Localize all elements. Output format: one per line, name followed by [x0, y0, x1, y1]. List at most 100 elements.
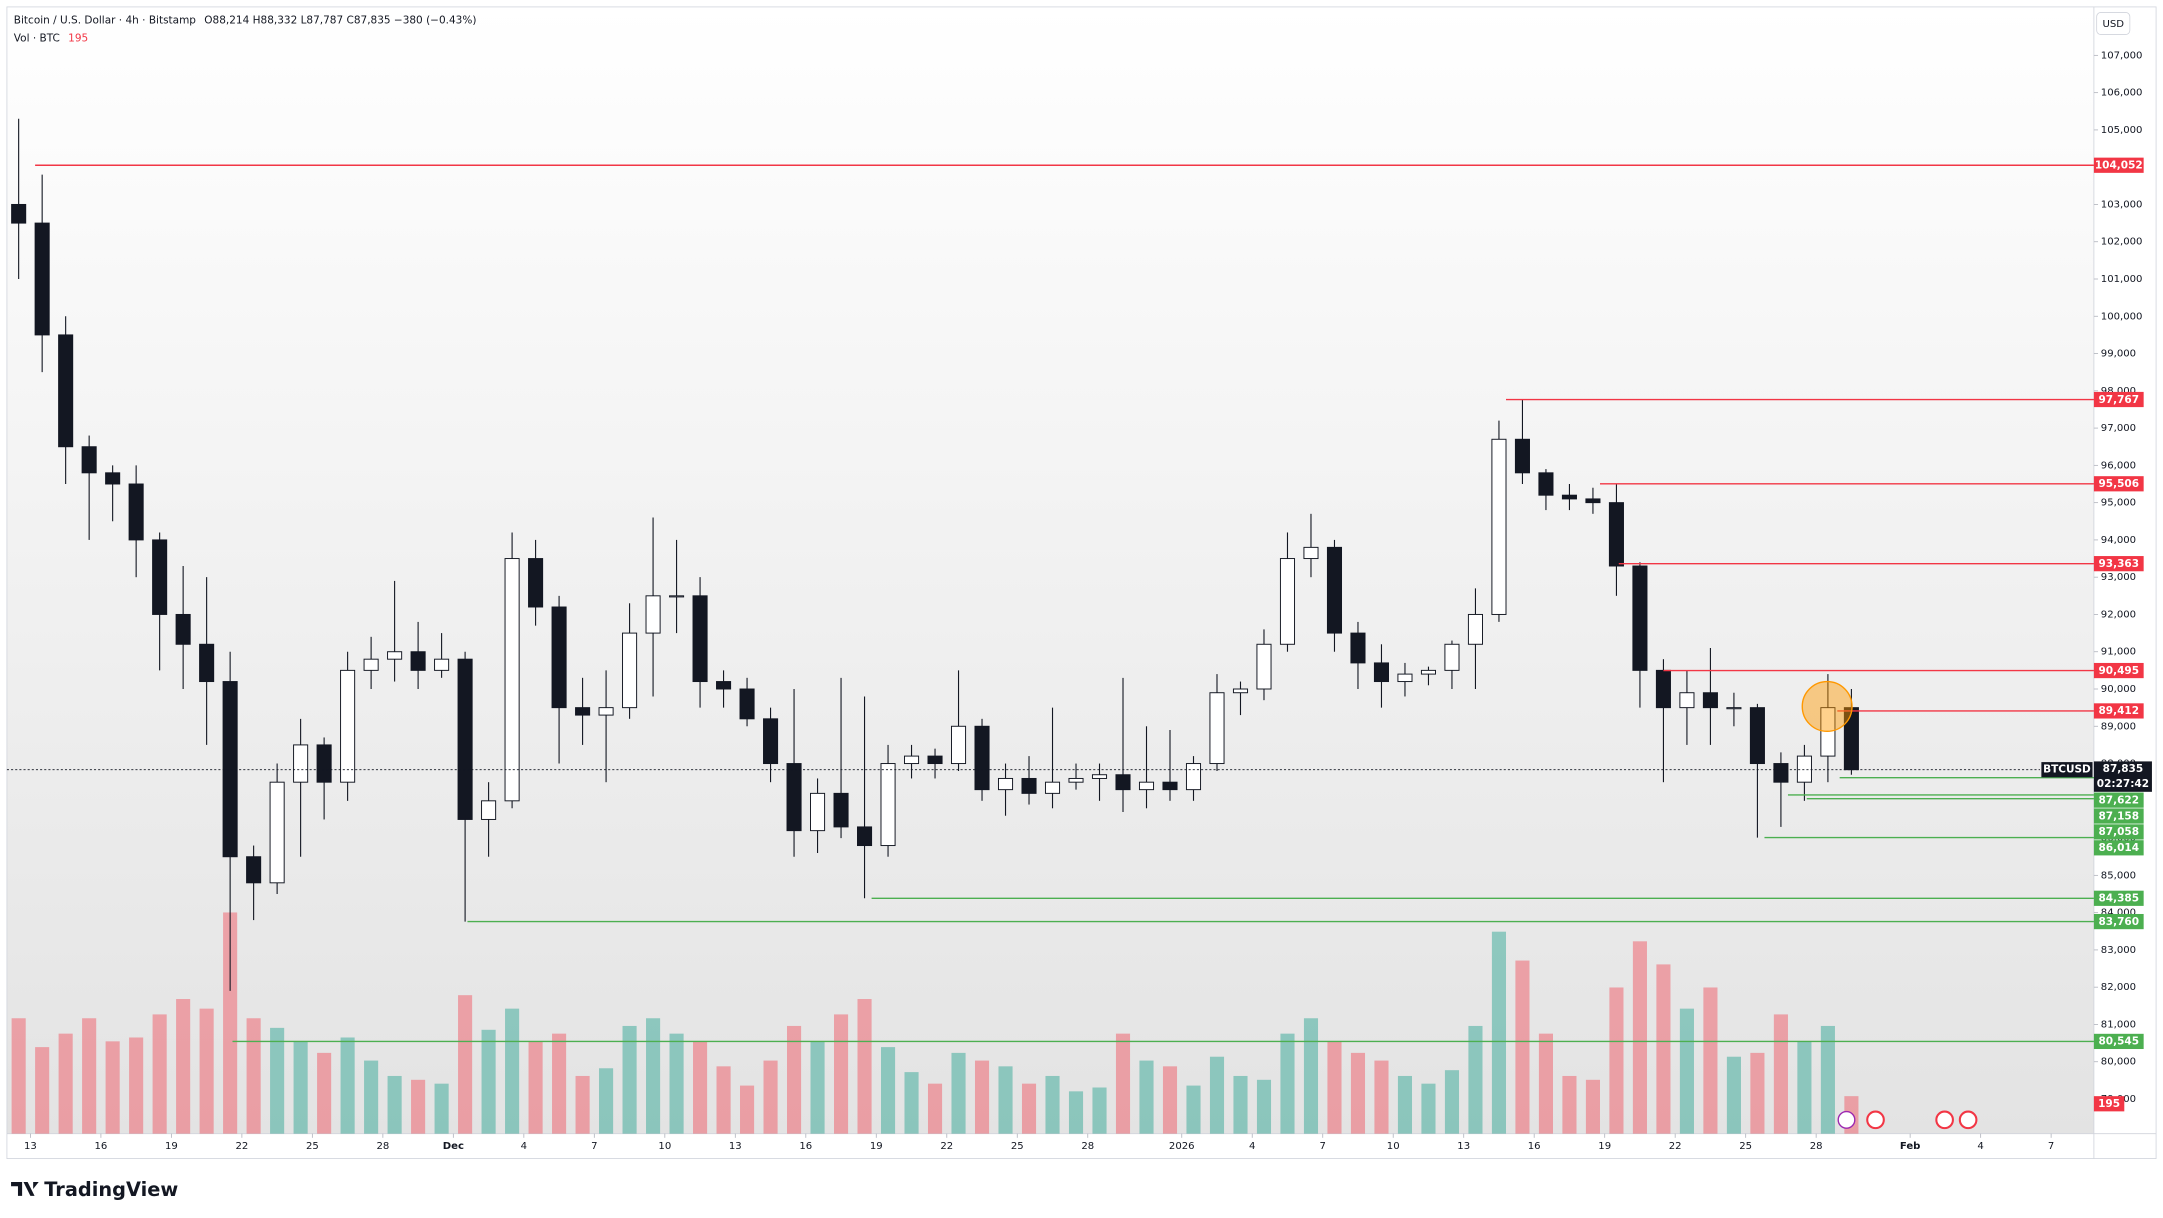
volume-bar — [1703, 987, 1718, 1134]
volume-bar — [11, 1018, 26, 1134]
candle-body — [669, 595, 685, 598]
candle-body — [1303, 546, 1319, 560]
last-price: 87,835 — [2103, 763, 2144, 775]
y-tick-label: 101,000 — [2101, 274, 2143, 285]
y-tick-label: 100,000 — [2101, 311, 2143, 322]
last-symbol: BTCUSD — [2043, 764, 2091, 776]
y-tick-label: 92,000 — [2101, 609, 2136, 620]
candle-body — [340, 669, 356, 783]
candle-body — [997, 777, 1014, 791]
level-tag — [2093, 808, 2144, 824]
y-tick-label: 85,000 — [2101, 870, 2136, 881]
volume-bar — [1327, 1041, 1342, 1134]
y-tick-label: 83,000 — [2101, 945, 2136, 956]
volume-bar — [35, 1047, 50, 1134]
event-icon[interactable] — [1866, 1110, 1885, 1130]
volume-bar — [223, 912, 238, 1134]
highlight-circle — [1801, 680, 1853, 733]
volume-bar — [411, 1079, 426, 1134]
volume-bar — [1444, 1070, 1460, 1134]
candle-body — [481, 800, 497, 820]
candle-body — [410, 651, 426, 671]
x-tick-label: 16 — [1528, 1141, 1541, 1152]
candle-body — [1420, 669, 1436, 675]
volume-bar — [857, 999, 872, 1134]
candle-body — [575, 707, 591, 716]
candle-body — [34, 222, 50, 336]
volume-bar — [82, 1018, 97, 1134]
plot-background — [6, 6, 2094, 1134]
x-tick-label: 16 — [799, 1141, 812, 1152]
volume-bar — [293, 1041, 308, 1134]
candle-body — [1232, 688, 1249, 694]
currency-button[interactable] — [2096, 12, 2131, 35]
y-tick-label: 93,000 — [2101, 572, 2136, 583]
candle-body — [692, 595, 708, 683]
level-tag — [2093, 662, 2144, 679]
candle-body — [316, 744, 332, 783]
volume-bar — [1538, 1033, 1553, 1134]
x-tick-label: 13 — [729, 1141, 742, 1152]
candle-body — [1350, 632, 1366, 664]
candle-body — [363, 658, 379, 671]
volume-bar — [880, 1047, 896, 1134]
x-tick-label: 10 — [658, 1141, 671, 1152]
last-price-tag — [2093, 761, 2152, 792]
candle-body — [927, 755, 943, 765]
candle-body — [1279, 558, 1296, 645]
candle-body — [950, 725, 967, 765]
candle-body — [175, 613, 191, 645]
level-label: 87,158 — [2099, 810, 2140, 822]
volume-bar — [387, 1075, 402, 1134]
candle-body — [1209, 692, 1225, 765]
candle-body — [1749, 707, 1765, 765]
symbol: Bitcoin / U.S. Dollar · 4h · Bitstamp — [14, 15, 196, 27]
x-tick-label: 28 — [376, 1141, 389, 1152]
volume-bar — [740, 1085, 755, 1134]
currency[interactable]: USD — [2102, 19, 2124, 30]
level-label: 89,412 — [2099, 705, 2140, 717]
candle-body — [199, 643, 215, 683]
candle-body — [504, 558, 520, 802]
volume-label: Vol · BTC — [14, 33, 60, 45]
y-tick-label: 90,000 — [2101, 684, 2136, 695]
level-tag — [2093, 157, 2144, 173]
event-icon[interactable] — [1958, 1110, 1978, 1130]
candle-body — [810, 792, 826, 832]
volume-layer — [11, 912, 1859, 1134]
volume-bar — [1679, 1008, 1694, 1134]
countdown: 02:27:42 — [2097, 778, 2149, 790]
candle-body — [716, 681, 732, 690]
volume-bar — [246, 1018, 261, 1134]
candle-body — [434, 658, 450, 671]
volume-bar — [1632, 941, 1647, 1134]
volume-bar — [105, 1041, 120, 1134]
volume-bar — [1209, 1056, 1225, 1134]
x-tick-label: 4 — [1977, 1141, 1983, 1152]
volume-bar — [716, 1066, 731, 1134]
candle-body — [1585, 498, 1601, 504]
candle-body — [269, 781, 285, 884]
volume-tag — [2093, 1096, 2125, 1112]
volume-value: 195 — [68, 33, 88, 45]
x-tick-label: 4 — [1249, 1141, 1255, 1152]
volume-bar — [552, 1033, 567, 1134]
y-tick-label: 98,000 — [2101, 386, 2136, 397]
candle-body — [904, 755, 920, 765]
volume-bar — [1045, 1075, 1060, 1134]
event-icon[interactable] — [1837, 1110, 1856, 1129]
volume-bar — [1515, 960, 1530, 1134]
volume-bar — [575, 1075, 590, 1134]
y-tick-label: 97,000 — [2101, 423, 2136, 434]
candle-body — [105, 472, 121, 485]
volume-bar — [833, 1014, 849, 1134]
volume-bar — [1115, 1033, 1131, 1134]
x-tick-label: 25 — [306, 1141, 319, 1152]
volume-bar — [1421, 1083, 1436, 1134]
event-icon[interactable] — [1935, 1110, 1954, 1130]
candle-body — [1561, 494, 1577, 500]
level-tag — [2093, 703, 2144, 719]
volume-bar — [1021, 1083, 1037, 1134]
volume-bar — [1233, 1075, 1248, 1134]
